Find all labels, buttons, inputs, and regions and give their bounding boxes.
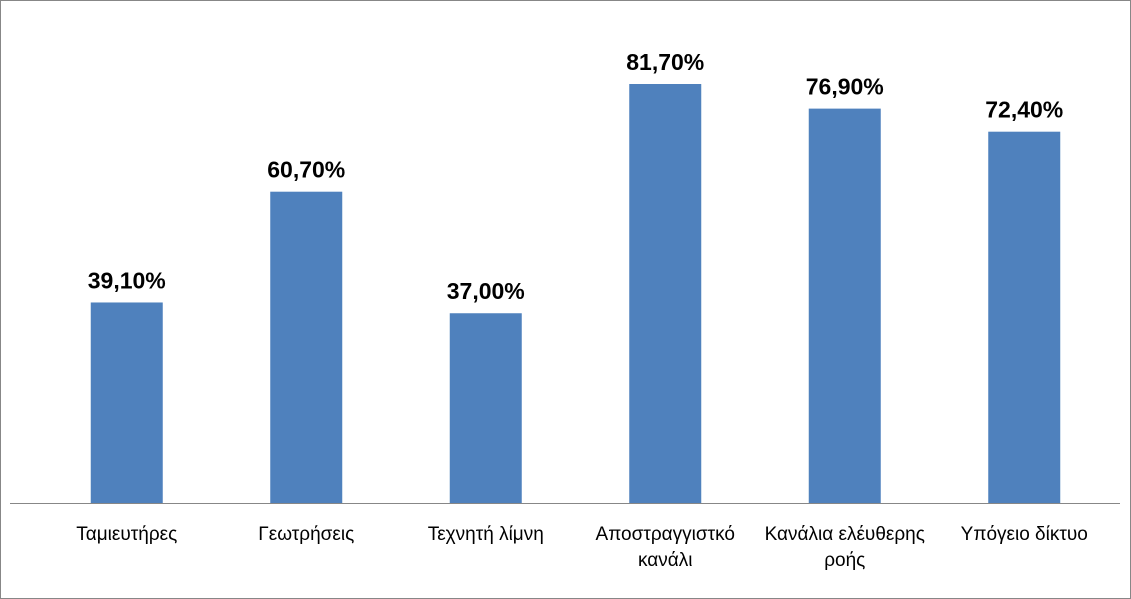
value-label: 37,00% [447, 278, 525, 304]
x-tick-label: Τεχνητή λίμνη [427, 524, 544, 545]
value-label: 72,40% [985, 97, 1063, 123]
x-tick-label: Κανάλια ελέυθερης ροής [764, 524, 925, 571]
bar [808, 108, 881, 504]
x-tick-label: Υπόγειο δίκτυο [960, 524, 1088, 545]
bar [270, 191, 343, 503]
bar [90, 302, 163, 503]
value-label: 60,70% [267, 157, 345, 183]
x-tick-label: Αποστραγγιστκό κανάλι [595, 524, 735, 571]
bar [629, 84, 702, 503]
bar [988, 131, 1061, 503]
value-label: 39,10% [88, 267, 166, 293]
value-label: 76,90% [806, 74, 884, 100]
value-label: 81,70% [626, 49, 704, 75]
bar [449, 313, 522, 503]
x-tick-label: Ταμιευτήρες [76, 524, 178, 545]
x-tick-label: Γεωτρήσεις [258, 524, 355, 545]
